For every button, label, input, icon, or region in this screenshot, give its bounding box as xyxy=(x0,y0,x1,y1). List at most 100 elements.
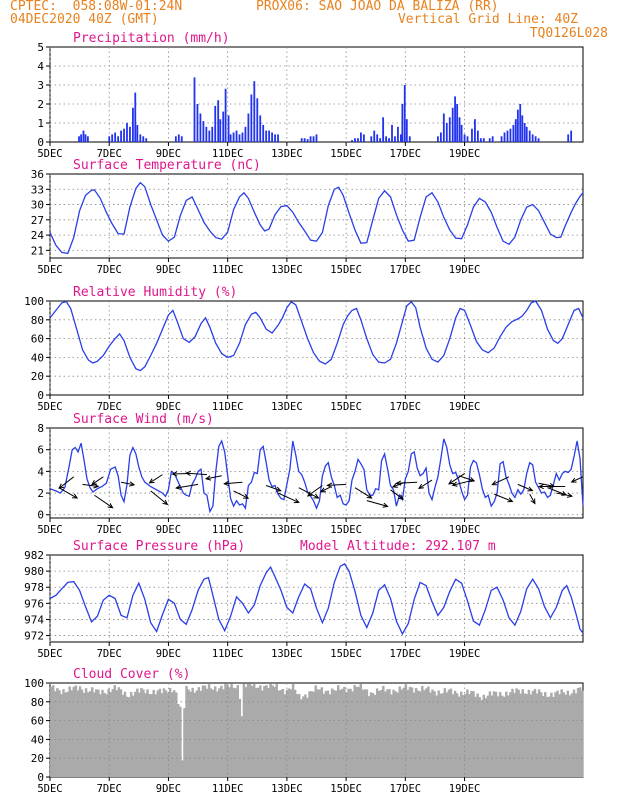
cloud-bar xyxy=(347,688,350,777)
cloud-bar xyxy=(269,683,272,777)
cloud-bar xyxy=(392,689,395,777)
precip-bar xyxy=(219,119,222,142)
precip-bar xyxy=(145,138,148,142)
precip-bar xyxy=(503,132,506,142)
cloud-bar xyxy=(142,689,145,777)
y-tick-label: 36 xyxy=(31,168,44,181)
cloud-bar xyxy=(472,691,475,777)
wind-arrowhead xyxy=(72,493,79,499)
x-tick-label: 11DEC xyxy=(212,648,244,660)
x-tick-label: 7DEC xyxy=(97,524,122,536)
cloud-bar xyxy=(273,686,276,777)
cloud-bar xyxy=(214,686,217,777)
cloud-bar xyxy=(326,690,330,777)
precip-bar xyxy=(382,117,385,142)
precip-bar xyxy=(405,119,408,142)
cloud-bar xyxy=(109,692,112,777)
cloud-bar xyxy=(339,689,342,777)
precip-bar xyxy=(78,136,80,142)
cloud-bar xyxy=(330,688,334,777)
precip-bar xyxy=(259,115,262,142)
cloud-bar xyxy=(435,695,438,777)
wind-vector xyxy=(556,492,573,497)
precip-bar xyxy=(227,115,230,142)
cloud-bar xyxy=(388,689,391,777)
x-tick-label: 19DEC xyxy=(449,524,481,536)
cloud-bar xyxy=(525,694,529,777)
x-tick-label: 19DEC xyxy=(449,401,481,413)
cloud-bar xyxy=(152,689,155,777)
cloud-bar xyxy=(181,760,184,777)
cloud-bar xyxy=(529,694,533,777)
precip-bar xyxy=(394,136,396,142)
wind-vector xyxy=(493,493,513,502)
wind-vector xyxy=(320,486,332,493)
cloud-bar xyxy=(54,691,57,777)
cloud-bar xyxy=(312,691,315,777)
precip-bar xyxy=(448,117,451,142)
model-altitude-label: Model Altitude: 292.107 m xyxy=(300,539,496,554)
cloud-bar xyxy=(466,689,469,777)
precip-bar xyxy=(567,134,570,142)
precip-bar xyxy=(214,105,217,142)
y-tick-label: 80 xyxy=(31,314,44,327)
precip-bar xyxy=(238,134,241,142)
wind-arrowhead xyxy=(448,479,454,485)
cloud-bar xyxy=(544,692,547,777)
cloud-bar xyxy=(250,685,254,777)
y-tick-label: 40 xyxy=(31,733,44,746)
precip-bar xyxy=(136,124,139,142)
cloud-bar xyxy=(363,689,367,777)
x-tick-label: 19DEC xyxy=(449,783,481,795)
cloud-bar xyxy=(445,692,449,777)
cloud-bar xyxy=(80,689,84,777)
x-tick-label: 11DEC xyxy=(212,524,244,536)
y-tick-label: 1 xyxy=(37,117,44,130)
cloud-bar xyxy=(242,683,246,777)
precip-bar xyxy=(385,136,387,142)
header-line2-right: Vertical Grid Line: 40Z xyxy=(397,12,578,27)
precip-bar xyxy=(534,136,537,142)
wind-arrowhead xyxy=(184,470,191,477)
cloud-bar xyxy=(468,694,471,777)
x-tick-label: 7DEC xyxy=(97,401,122,413)
cloud-bar xyxy=(234,688,237,777)
y-tick-label: 5 xyxy=(37,41,44,54)
wind-vector xyxy=(396,481,418,484)
precip-bar xyxy=(354,138,356,142)
precip-bar xyxy=(174,136,177,142)
series-line xyxy=(49,563,584,636)
wind-vector xyxy=(517,483,533,492)
cloud-bar xyxy=(189,691,192,777)
cloud-bar xyxy=(134,691,137,777)
wind-arrowhead xyxy=(58,483,65,489)
wind-vector xyxy=(233,490,249,499)
y-tick-label: 33 xyxy=(31,183,44,196)
precip-bar xyxy=(232,132,235,142)
precip-bar xyxy=(111,134,114,142)
x-tick-label: 7DEC xyxy=(97,783,122,795)
wind-arrowhead xyxy=(395,480,402,486)
cloud-bar xyxy=(455,693,459,777)
wind-arrowhead xyxy=(319,487,326,493)
cloud-bar xyxy=(62,689,65,777)
cloud-bar xyxy=(271,685,274,777)
precip-bar xyxy=(454,96,456,142)
cloud-bar xyxy=(574,693,578,777)
precip-bar xyxy=(360,132,362,142)
precip-bar xyxy=(519,104,522,142)
x-tick-label: 17DEC xyxy=(390,783,422,795)
precip-bar xyxy=(274,134,276,142)
precip-bar xyxy=(126,123,128,142)
cloud-bar xyxy=(129,692,133,777)
precip-bar xyxy=(205,126,208,142)
x-tick-label: 13DEC xyxy=(271,783,303,795)
cloud-bar xyxy=(207,684,211,777)
x-tick-label: 13DEC xyxy=(271,648,303,660)
cloud-bar xyxy=(136,688,139,777)
cloud-bar xyxy=(175,692,178,777)
cloud-bar xyxy=(185,685,188,777)
cloud-bar xyxy=(293,689,297,777)
panel-0: 0 1 2 3 4 5 5DEC 7DEC 9DEC 11DEC 13DEC 15DEC 17DEC 19… xyxy=(37,31,584,160)
cloud-bar xyxy=(150,694,153,777)
